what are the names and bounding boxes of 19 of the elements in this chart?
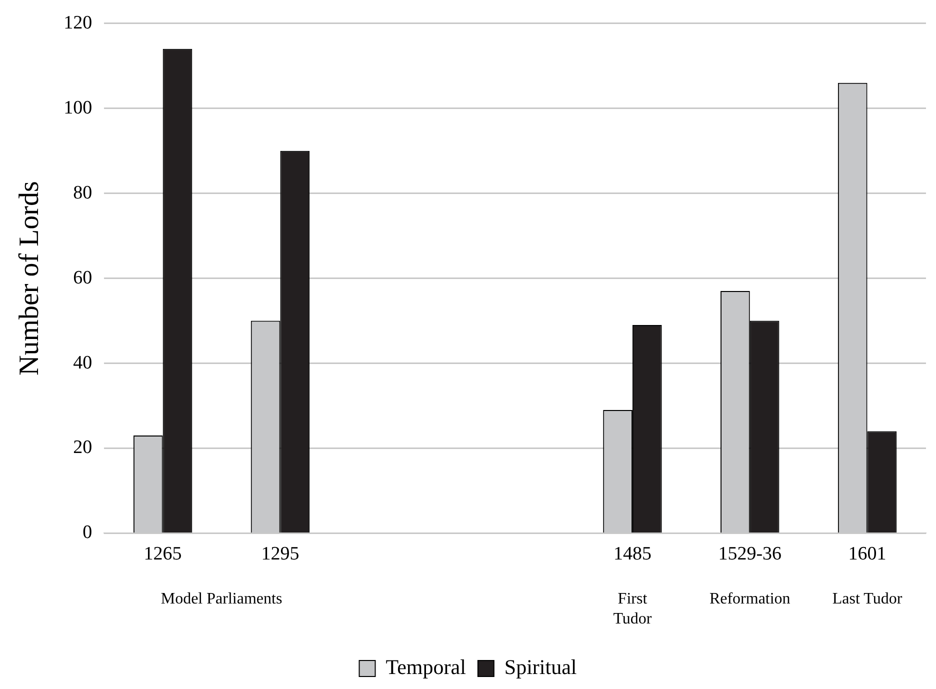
text: Last Tudor (832, 590, 903, 608)
y-axis-title: Number of Lords (14, 181, 46, 376)
x-tick-label: 1485 (613, 544, 652, 565)
y-tick-label: 40 (73, 352, 92, 374)
y-tick-label: 20 (73, 437, 92, 458)
text: First Tudor (613, 590, 652, 628)
y-tick-label: 0 (82, 522, 92, 544)
x-tick-label: 1295 (261, 544, 300, 565)
legend-label: Temporal (386, 655, 466, 680)
y-tick-label: 80 (73, 182, 92, 204)
x-tick-label: 1265 (144, 544, 182, 565)
x-tick-label: 1601 (848, 544, 886, 565)
x-tick-label: 1529-36 (718, 544, 782, 565)
y-tick-label: 100 (64, 97, 92, 118)
y-tick-label: 60 (73, 267, 92, 288)
text: Reformation (709, 590, 790, 608)
text: Model Parliaments (160, 590, 282, 608)
y-tick-label: 120 (64, 12, 92, 34)
legend-label: Spiritual (504, 655, 577, 680)
